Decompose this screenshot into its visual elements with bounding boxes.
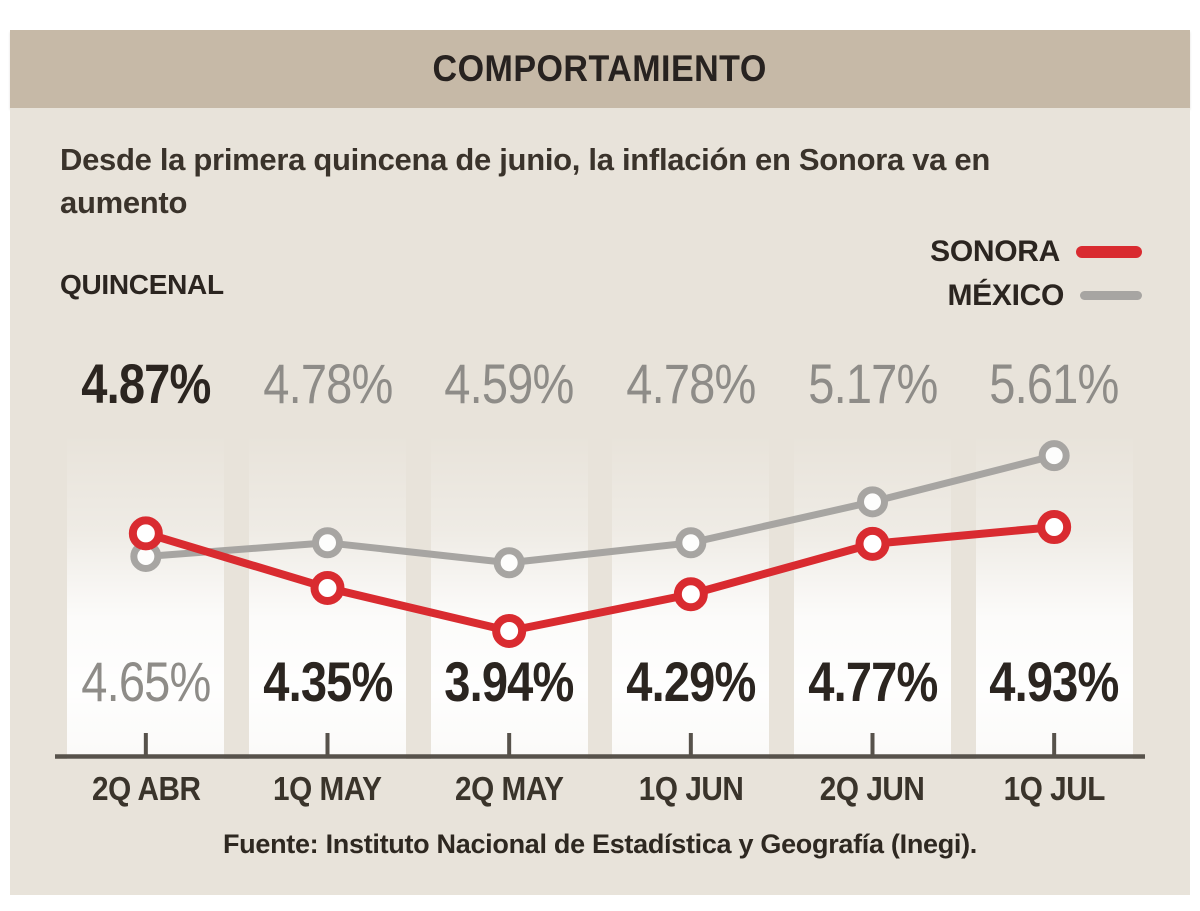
x-axis-labels: 2Q ABR 1Q MAY 2Q MAY 1Q JUN 2Q JUN 1Q JUL xyxy=(55,763,1145,815)
mexico-data-point xyxy=(493,547,525,579)
sonora-value-label: 4.29% xyxy=(626,650,756,714)
sonora-value-label: 4.35% xyxy=(262,650,393,714)
column-band xyxy=(430,432,588,759)
plot-area: 4.65% 4.35% 3.94% 4.29% 4.77% 4.93% xyxy=(55,427,1145,759)
header-band: COMPORTAMIENTO xyxy=(10,30,1190,108)
mexico-value-label: 5.17% xyxy=(807,352,938,416)
x-axis-label: 2Q ABR xyxy=(91,769,201,807)
top-value-row: 4.87% 4.78% 4.59% 4.78% 5.17% 5.61% xyxy=(55,341,1145,427)
sonora-data-point xyxy=(673,577,708,612)
page-title: COMPORTAMIENTO xyxy=(432,48,768,89)
mexico-data-point xyxy=(857,486,888,518)
x-axis-label: 2Q JUN xyxy=(820,769,925,807)
column-band xyxy=(975,432,1133,759)
sonora-data-point xyxy=(1037,509,1072,544)
mexico-line xyxy=(145,452,1056,567)
chart-panel: Desde la primera quincena de junio, la i… xyxy=(10,108,1190,895)
sonora-data-point xyxy=(855,526,890,561)
sonora-line-swatch-icon xyxy=(1076,245,1142,258)
mexico-value-label: 5.61% xyxy=(989,352,1120,416)
sonora-data-point xyxy=(310,570,345,605)
source-note: Fuente: Instituto Nacional de Estadístic… xyxy=(222,828,978,859)
sonora-data-point xyxy=(492,613,527,648)
mexico-value-label: 4.78% xyxy=(262,352,393,416)
mexico-data-point xyxy=(312,527,343,559)
legend-item-sonora: SONORA xyxy=(930,235,1142,269)
mexico-data-point xyxy=(1038,439,1070,471)
x-axis-label: 1Q JUN xyxy=(638,769,744,807)
mexico-line-swatch-icon xyxy=(1080,291,1142,301)
frequency-label: QUINCENAL xyxy=(60,268,224,300)
legend: SONORA MÉXICO xyxy=(930,235,1142,313)
x-axis-label: 1Q MAY xyxy=(273,769,382,807)
sonora-value-label: 3.94% xyxy=(444,650,575,714)
x-axis-label: 1Q JUL xyxy=(1003,769,1106,807)
column-band xyxy=(67,432,225,759)
mexico-value-label: 4.65% xyxy=(81,650,211,714)
meta-row: QUINCENAL SONORA MÉXICO xyxy=(60,229,1142,341)
sonora-value-label: 4.87% xyxy=(81,352,211,416)
sonora-data-point xyxy=(128,516,163,551)
x-axis-label: 2Q MAY xyxy=(454,769,564,807)
legend-label-mexico: MÉXICO xyxy=(947,278,1064,312)
bottom-value-row: 4.65% 4.35% 3.94% 4.29% 4.77% 4.93% xyxy=(55,641,1145,723)
mexico-value-label: 4.78% xyxy=(626,352,756,416)
subtitle: Desde la primera quincena de junio, la i… xyxy=(60,142,990,221)
chart-canvas xyxy=(55,439,1145,759)
sonora-value-label: 4.93% xyxy=(989,650,1120,714)
mexico-value-label: 4.59% xyxy=(444,352,575,416)
sonora-line xyxy=(144,522,1055,635)
mexico-data-point xyxy=(675,527,707,559)
line-chart: 4.87% 4.78% 4.59% 4.78% 5.17% 5.61% 4.65% 4.35… xyxy=(55,341,1145,815)
sonora-value-label: 4.77% xyxy=(807,650,938,714)
legend-label-sonora: SONORA xyxy=(930,234,1060,268)
legend-item-mexico: MÉXICO xyxy=(947,279,1142,313)
